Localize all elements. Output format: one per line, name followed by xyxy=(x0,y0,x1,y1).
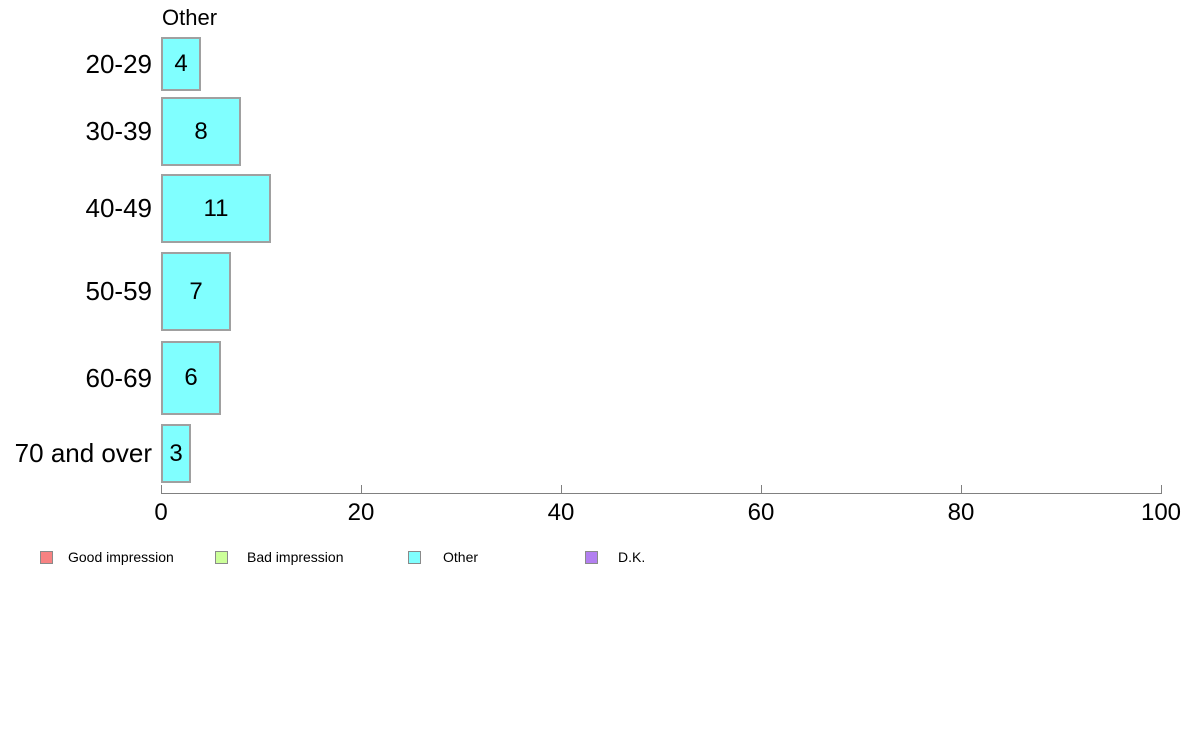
bar-row: 40-49 11 xyxy=(0,174,1188,243)
category-label: 50-59 xyxy=(85,276,153,306)
bar-value-label: 11 xyxy=(203,194,229,222)
legend-swatch-good-impression xyxy=(40,551,53,564)
bar-other-50-59: 7 xyxy=(161,252,231,331)
bar-row: 20-29 4 xyxy=(0,37,1188,91)
axis-tick-label: 20 xyxy=(347,499,375,526)
legend-label: Other xyxy=(443,549,479,565)
category-label: 20-29 xyxy=(85,48,153,79)
category-label: 70 and over xyxy=(14,438,152,468)
bar-value-label: 8 xyxy=(194,117,208,145)
legend-label: Bad impression xyxy=(247,549,344,565)
bar-other-30-39: 8 xyxy=(161,97,241,166)
bar-other-40-49: 11 xyxy=(161,174,271,243)
axis-tick-label: 100 xyxy=(1140,499,1182,526)
bar-value-label: 7 xyxy=(189,277,203,305)
bar-other-20-29: 4 xyxy=(161,37,201,91)
legend-swatch-bad-impression xyxy=(215,551,228,564)
axis-tick-label: 60 xyxy=(747,499,775,526)
legend-label: D.K. xyxy=(618,549,646,565)
bar-row: 60-69 6 xyxy=(0,341,1188,415)
bar-row: 30-39 8 xyxy=(0,97,1188,166)
bar-other-60-69: 6 xyxy=(161,341,221,415)
bar-other-70-and-over: 3 xyxy=(161,424,191,483)
axis-tick-mark xyxy=(761,485,762,493)
bar-value-label: 4 xyxy=(174,50,188,77)
axis-tick-mark xyxy=(361,485,362,493)
bar-value-label: 6 xyxy=(184,364,198,391)
axis-tick-mark xyxy=(961,485,962,493)
axis-tick-mark xyxy=(161,485,162,493)
legend-swatch-d-k- xyxy=(585,551,598,564)
x-axis-line xyxy=(161,493,1162,494)
bar-row: 50-59 7 xyxy=(0,252,1188,331)
category-label: 40-49 xyxy=(85,193,153,223)
bar-value-label: 3 xyxy=(169,439,183,467)
axis-tick-mark xyxy=(1161,485,1162,493)
axis-tick-label: 40 xyxy=(547,499,575,526)
legend-swatch-other xyxy=(408,551,421,564)
category-label: 30-39 xyxy=(85,116,153,146)
axis-tick-mark xyxy=(561,485,562,493)
chart-title: Other xyxy=(162,5,218,30)
axis-tick-label: 80 xyxy=(947,499,975,526)
axis-tick-label: 0 xyxy=(154,499,168,526)
bar-row: 70 and over 3 xyxy=(0,424,1188,483)
legend-label: Good impression xyxy=(68,549,174,565)
category-label: 60-69 xyxy=(85,362,153,393)
